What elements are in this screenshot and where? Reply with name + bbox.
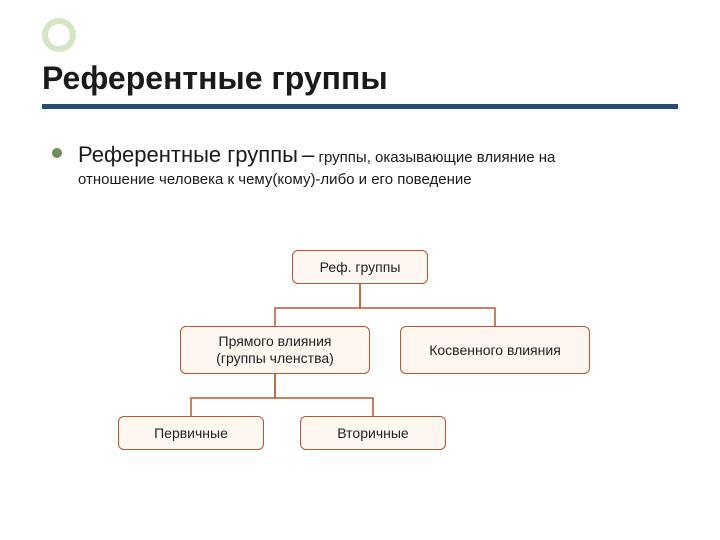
definition-line1: группы, оказывающие влияние на <box>319 149 556 166</box>
definition-line2: отношение человека к чему(кому)-либо и е… <box>78 171 472 188</box>
node-primary: Первичные <box>118 416 264 450</box>
node-root: Реф. группы <box>292 250 428 284</box>
node-indirect: Косвенного влияния <box>400 326 590 374</box>
node-secondary: Вторичные <box>300 416 446 450</box>
hierarchy-diagram: Реф. группы Прямого влияния(группы членст… <box>0 250 720 500</box>
definition-text: Референтные группы – группы, оказывающие… <box>78 140 678 190</box>
definition-dash: – <box>302 142 314 167</box>
connector-lines <box>0 250 720 500</box>
title-underline <box>42 104 678 109</box>
bullet-icon <box>52 148 62 158</box>
page-title: Референтные группы <box>42 60 388 97</box>
definition-term: Референтные группы <box>78 142 298 167</box>
decorative-ring <box>42 18 76 52</box>
node-direct: Прямого влияния(группы членства) <box>180 326 370 374</box>
